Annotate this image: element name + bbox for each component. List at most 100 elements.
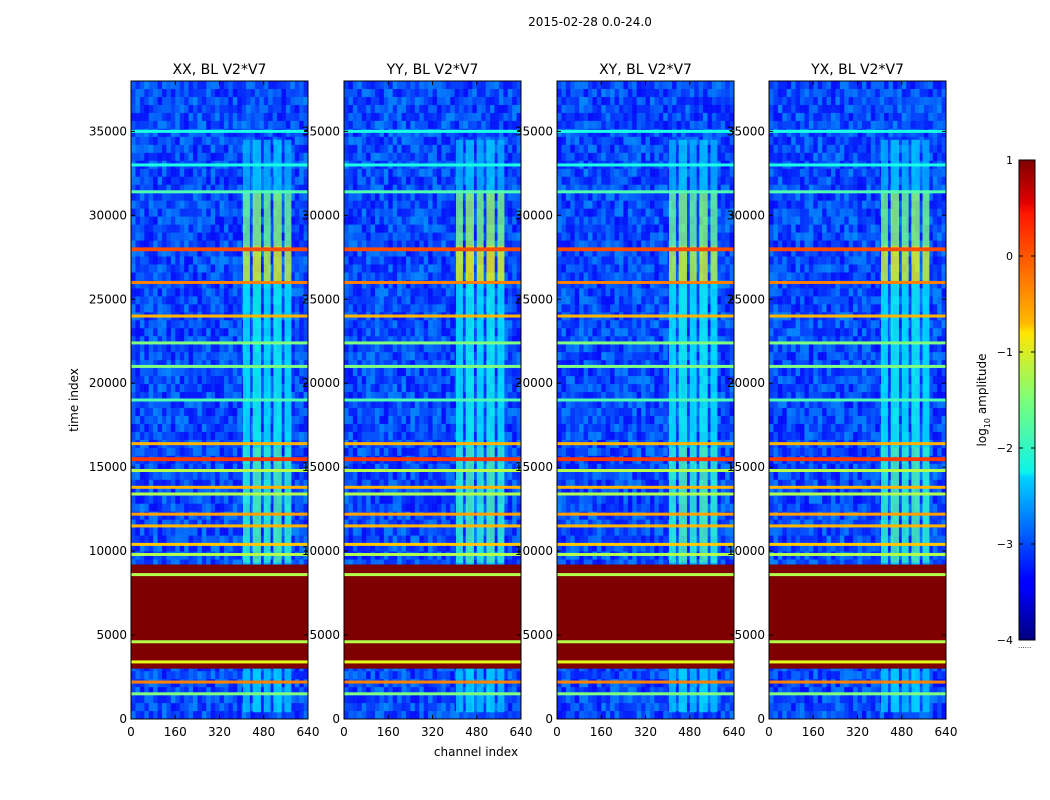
heatmap-cell — [432, 344, 438, 353]
heatmap-cell — [366, 320, 372, 329]
heatmap-cell — [206, 695, 212, 704]
heatmap-cell — [423, 112, 429, 122]
heatmap-cell — [445, 224, 451, 234]
heatmap-cell — [516, 368, 521, 377]
heatmap-cell — [201, 136, 207, 146]
heatmap-cell — [131, 376, 136, 385]
heatmap-cell — [135, 224, 141, 234]
heatmap-cell — [405, 176, 411, 186]
heatmap-cell — [383, 352, 389, 361]
heatmap-cell — [348, 216, 354, 226]
heatmap-cell — [290, 400, 296, 409]
heatmap-cell — [512, 272, 518, 281]
heatmap-cell — [419, 152, 425, 162]
heatmap-cell — [410, 168, 416, 178]
heatmap-cell — [494, 192, 500, 202]
heatmap-cell — [139, 168, 145, 178]
heatmap-cell — [281, 463, 287, 473]
heatmap-cell — [201, 168, 207, 178]
heatmap-cell — [277, 81, 282, 90]
heatmap-cell — [237, 224, 243, 234]
heatmap-cell — [303, 376, 308, 385]
heatmap-cell — [232, 559, 238, 568]
heatmap-cell — [401, 400, 407, 409]
heatmap-cell — [148, 128, 154, 138]
heatmap-cell — [161, 320, 167, 329]
heatmap-cell — [188, 407, 194, 417]
heatmap-cell — [179, 535, 185, 545]
heatmap-cell — [166, 687, 172, 696]
heatmap-cell — [383, 184, 389, 194]
heatmap-cell — [294, 487, 300, 497]
heatmap-cell — [192, 336, 198, 345]
heatmap-cell — [428, 192, 433, 202]
heatmap-cell — [405, 352, 411, 361]
heatmap-cell — [299, 368, 305, 377]
heatmap-cell — [428, 360, 433, 369]
heatmap-cell — [170, 104, 176, 114]
heatmap-cell — [485, 120, 491, 130]
heatmap-cell — [131, 88, 136, 98]
heatmap-cell — [366, 224, 372, 234]
heatmap-cell — [357, 96, 363, 106]
heatmap-cell — [383, 240, 389, 249]
heatmap-cell — [259, 256, 265, 265]
heatmap-cell — [153, 447, 159, 457]
heatmap-cell — [472, 240, 478, 249]
heatmap-cell — [153, 471, 159, 481]
heatmap-cell — [188, 376, 194, 385]
heatmap-cell — [157, 392, 163, 401]
heatmap-cell — [215, 256, 220, 265]
heatmap-cell — [450, 280, 456, 289]
heatmap-cell — [219, 304, 225, 313]
heatmap-cell — [281, 519, 287, 529]
heatmap-cell — [388, 336, 394, 345]
heatmap-cell — [414, 208, 420, 218]
heatmap-cell — [144, 352, 150, 361]
heatmap-cell — [237, 671, 243, 680]
heatmap-cell — [423, 232, 429, 241]
heatmap-cell — [450, 104, 456, 114]
heatmap-panel: YY, BL V2*V70 160 320 480 640050001000015000… — [302, 62, 533, 739]
heatmap-cell — [170, 543, 176, 553]
heatmap-cell — [192, 328, 198, 337]
heatmap-cell — [370, 407, 376, 417]
heatmap-cell — [131, 671, 136, 680]
heatmap-cell — [210, 559, 216, 568]
heatmap-cell — [170, 711, 176, 719]
heatmap-cell — [131, 384, 136, 393]
heatmap-cell — [206, 495, 212, 505]
heatmap-cell — [344, 216, 349, 226]
heatmap-cell — [366, 384, 372, 393]
heatmap-cell — [445, 368, 451, 377]
heatmap-cell — [184, 368, 190, 377]
heatmap-cell — [241, 81, 247, 90]
heatmap-cell — [179, 96, 185, 106]
heatmap-cell — [397, 280, 403, 289]
heatmap-cell — [432, 320, 438, 329]
heatmap-cell — [277, 104, 282, 114]
heatmap-cell — [303, 320, 308, 329]
heatmap-cell — [215, 120, 220, 130]
heatmap-cell — [388, 392, 394, 401]
heatmap-cell — [197, 200, 203, 210]
heatmap-cell — [161, 695, 167, 704]
heatmap-cell — [144, 232, 150, 241]
heatmap-cell — [148, 407, 154, 417]
heatmap-cell — [445, 272, 451, 281]
heatmap-cell — [201, 96, 207, 106]
heatmap-cell — [494, 407, 500, 417]
heatmap-cell — [223, 200, 229, 210]
heatmap-cell — [423, 168, 429, 178]
heatmap-cell — [290, 407, 296, 417]
heatmap-cell — [206, 288, 212, 297]
heatmap-cell — [148, 184, 154, 194]
heatmap-cell — [139, 288, 145, 297]
heatmap-cell — [503, 376, 509, 385]
heatmap-cell — [272, 88, 278, 98]
heatmap-cell — [232, 687, 238, 696]
heatmap-cell — [516, 176, 521, 186]
heatmap-cell — [370, 184, 376, 194]
heatmap-cell — [397, 224, 403, 234]
heatmap-cell — [459, 112, 464, 122]
